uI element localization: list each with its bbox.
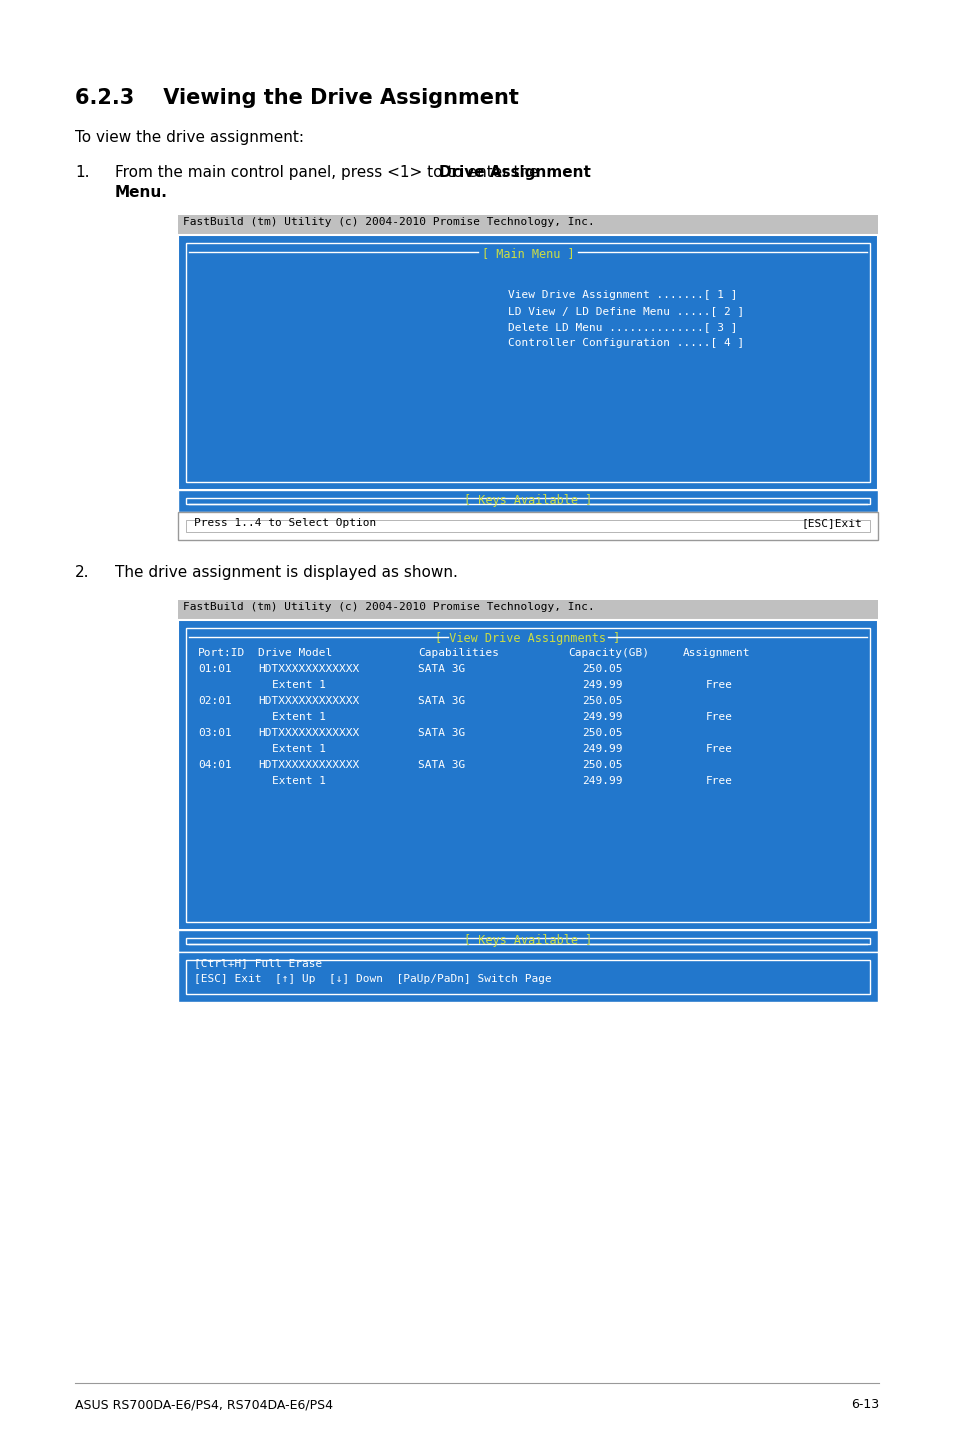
Bar xyxy=(178,620,877,930)
Text: Assignment: Assignment xyxy=(682,649,750,659)
Text: 249.99: 249.99 xyxy=(582,680,622,690)
Bar xyxy=(178,952,877,1002)
Text: Capabilities: Capabilities xyxy=(417,649,498,659)
Text: HDTXXXXXXXXXXXX: HDTXXXXXXXXXXXX xyxy=(257,664,359,674)
Text: Drive Model: Drive Model xyxy=(257,649,332,659)
Bar xyxy=(186,498,869,503)
Text: 250.05: 250.05 xyxy=(582,728,622,738)
Text: [ Keys Available ]: [ Keys Available ] xyxy=(463,495,592,508)
Text: SATA 3G: SATA 3G xyxy=(417,728,465,738)
Bar xyxy=(178,216,877,234)
Text: 6.2.3    Viewing the Drive Assignment: 6.2.3 Viewing the Drive Assignment xyxy=(75,88,518,108)
Text: Free: Free xyxy=(705,743,732,754)
Text: 2.: 2. xyxy=(75,565,90,580)
Bar xyxy=(186,961,869,994)
Text: 250.05: 250.05 xyxy=(582,696,622,706)
Text: [ Keys Available ]: [ Keys Available ] xyxy=(463,935,592,948)
Text: 250.05: 250.05 xyxy=(582,664,622,674)
Text: [ View Drive Assignments ]: [ View Drive Assignments ] xyxy=(435,631,620,646)
Text: HDTXXXXXXXXXXXX: HDTXXXXXXXXXXXX xyxy=(257,728,359,738)
Bar xyxy=(186,628,869,922)
Text: 01:01: 01:01 xyxy=(198,664,232,674)
Text: 03:01: 03:01 xyxy=(198,728,232,738)
Text: HDTXXXXXXXXXXXX: HDTXXXXXXXXXXXX xyxy=(257,696,359,706)
Text: 6-13: 6-13 xyxy=(850,1398,878,1411)
Text: Menu.: Menu. xyxy=(115,186,168,200)
Text: [ESC] Exit  [↑] Up  [↓] Down  [PaUp/PaDn] Switch Page: [ESC] Exit [↑] Up [↓] Down [PaUp/PaDn] S… xyxy=(193,974,551,984)
Text: ASUS RS700DA-E6/PS4, RS704DA-E6/PS4: ASUS RS700DA-E6/PS4, RS704DA-E6/PS4 xyxy=(75,1398,333,1411)
Bar xyxy=(178,512,877,541)
Text: FastBuild (tm) Utility (c) 2004-2010 Promise Technology, Inc.: FastBuild (tm) Utility (c) 2004-2010 Pro… xyxy=(183,217,594,227)
Text: HDTXXXXXXXXXXXX: HDTXXXXXXXXXXXX xyxy=(257,761,359,769)
Text: Free: Free xyxy=(705,712,732,722)
Text: From the main control panel, press <1> to to enter the: From the main control panel, press <1> t… xyxy=(115,165,543,180)
Text: Drive Assignment: Drive Assignment xyxy=(439,165,591,180)
Bar xyxy=(178,930,877,952)
Bar xyxy=(186,243,869,482)
Text: Capacity(GB): Capacity(GB) xyxy=(567,649,648,659)
Text: SATA 3G: SATA 3G xyxy=(417,761,465,769)
Text: Extent 1: Extent 1 xyxy=(272,743,326,754)
Text: LD View / LD Define Menu .....[ 2 ]: LD View / LD Define Menu .....[ 2 ] xyxy=(507,306,743,316)
Text: Extent 1: Extent 1 xyxy=(272,712,326,722)
Text: [ESC]Exit: [ESC]Exit xyxy=(801,518,862,528)
Text: Delete LD Menu ..............[ 3 ]: Delete LD Menu ..............[ 3 ] xyxy=(507,322,737,332)
Text: 1.: 1. xyxy=(75,165,90,180)
Text: 04:01: 04:01 xyxy=(198,761,232,769)
Bar xyxy=(186,521,869,532)
Bar xyxy=(178,600,877,620)
Text: 249.99: 249.99 xyxy=(582,712,622,722)
Text: [Ctrl+H] Full Erase: [Ctrl+H] Full Erase xyxy=(193,958,322,968)
Text: FastBuild (tm) Utility (c) 2004-2010 Promise Technology, Inc.: FastBuild (tm) Utility (c) 2004-2010 Pro… xyxy=(183,603,594,613)
Text: Free: Free xyxy=(705,680,732,690)
Bar xyxy=(178,234,877,490)
Text: 249.99: 249.99 xyxy=(582,743,622,754)
Text: Free: Free xyxy=(705,777,732,787)
Text: To view the drive assignment:: To view the drive assignment: xyxy=(75,129,304,145)
Text: 250.05: 250.05 xyxy=(582,761,622,769)
Bar xyxy=(178,490,877,512)
Text: SATA 3G: SATA 3G xyxy=(417,696,465,706)
Text: SATA 3G: SATA 3G xyxy=(417,664,465,674)
Text: [ Main Menu ]: [ Main Menu ] xyxy=(481,247,574,260)
Text: The drive assignment is displayed as shown.: The drive assignment is displayed as sho… xyxy=(115,565,457,580)
Text: Controller Configuration .....[ 4 ]: Controller Configuration .....[ 4 ] xyxy=(507,338,743,348)
Text: 249.99: 249.99 xyxy=(582,777,622,787)
Text: Press 1..4 to Select Option: Press 1..4 to Select Option xyxy=(193,518,375,528)
Text: Port:ID: Port:ID xyxy=(198,649,245,659)
Text: Extent 1: Extent 1 xyxy=(272,777,326,787)
Bar xyxy=(186,938,869,943)
Text: 02:01: 02:01 xyxy=(198,696,232,706)
Text: Extent 1: Extent 1 xyxy=(272,680,326,690)
Text: View Drive Assignment .......[ 1 ]: View Drive Assignment .......[ 1 ] xyxy=(507,290,737,301)
